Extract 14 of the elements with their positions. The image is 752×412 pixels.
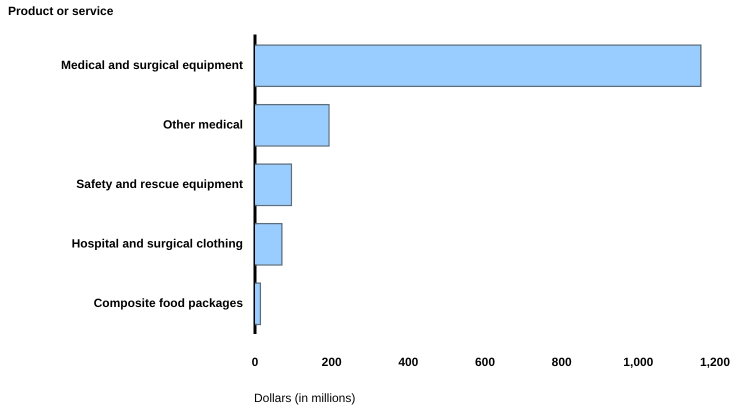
x-tick-label: 400 <box>398 355 419 370</box>
x-tick-label: 1,000 <box>623 355 654 370</box>
y-tick-label: Composite food packages <box>94 296 244 310</box>
y-tick-label: Hospital and surgical clothing <box>72 236 243 251</box>
y-tick-label: Other medical <box>162 118 243 132</box>
x-tick-label: 600 <box>474 355 496 370</box>
x-tick-label: 200 <box>322 355 342 370</box>
y-axis-title: Product or service <box>8 4 114 18</box>
x-axis-title: Dollars (in millions) <box>254 391 356 405</box>
x-tick-label: 800 <box>552 355 572 370</box>
x-tick-label: 0 <box>252 355 259 370</box>
y-tick-label: Safety and rescue equipment <box>76 177 243 192</box>
y-tick-label: Medical and surgical equipment <box>60 58 243 72</box>
x-tick-label: 1,200 <box>700 355 730 370</box>
